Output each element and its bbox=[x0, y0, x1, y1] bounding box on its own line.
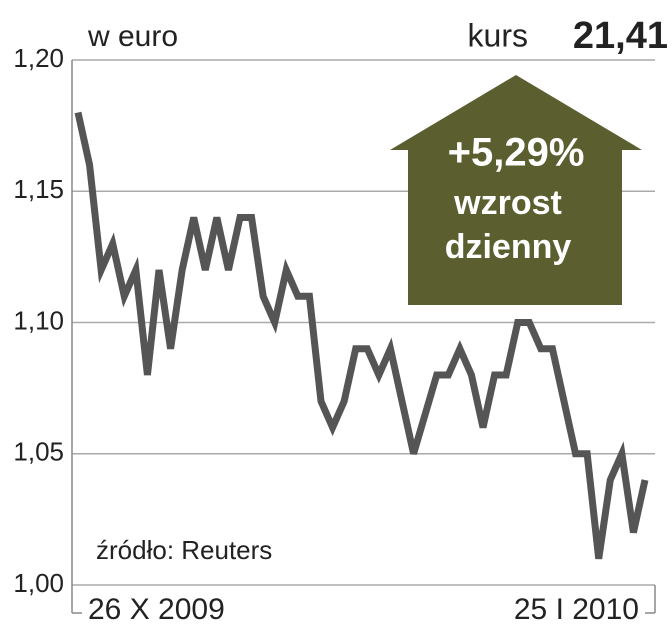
y-tick-label: 1,10 bbox=[13, 305, 64, 335]
change-arrow bbox=[390, 75, 642, 305]
price-label: kurs bbox=[468, 17, 528, 53]
y-tick-label: 1,15 bbox=[13, 174, 64, 204]
price-line bbox=[74, 111, 649, 560]
y-tick-label: 1,05 bbox=[13, 437, 64, 467]
unit-label: w euro bbox=[87, 20, 178, 53]
x-tick-label: 25 I 2010 bbox=[514, 593, 639, 626]
change-value: +5,29% bbox=[448, 131, 585, 175]
price-value: 21,41 bbox=[573, 15, 668, 57]
change-label: dzienny bbox=[445, 228, 572, 266]
y-tick-label: 1,20 bbox=[13, 43, 64, 73]
change-label: wzrost bbox=[453, 184, 562, 222]
x-tick-label: 26 X 2009 bbox=[88, 593, 225, 626]
y-tick-label: 1,00 bbox=[13, 568, 64, 598]
source: źródło: Reuters bbox=[96, 535, 272, 565]
